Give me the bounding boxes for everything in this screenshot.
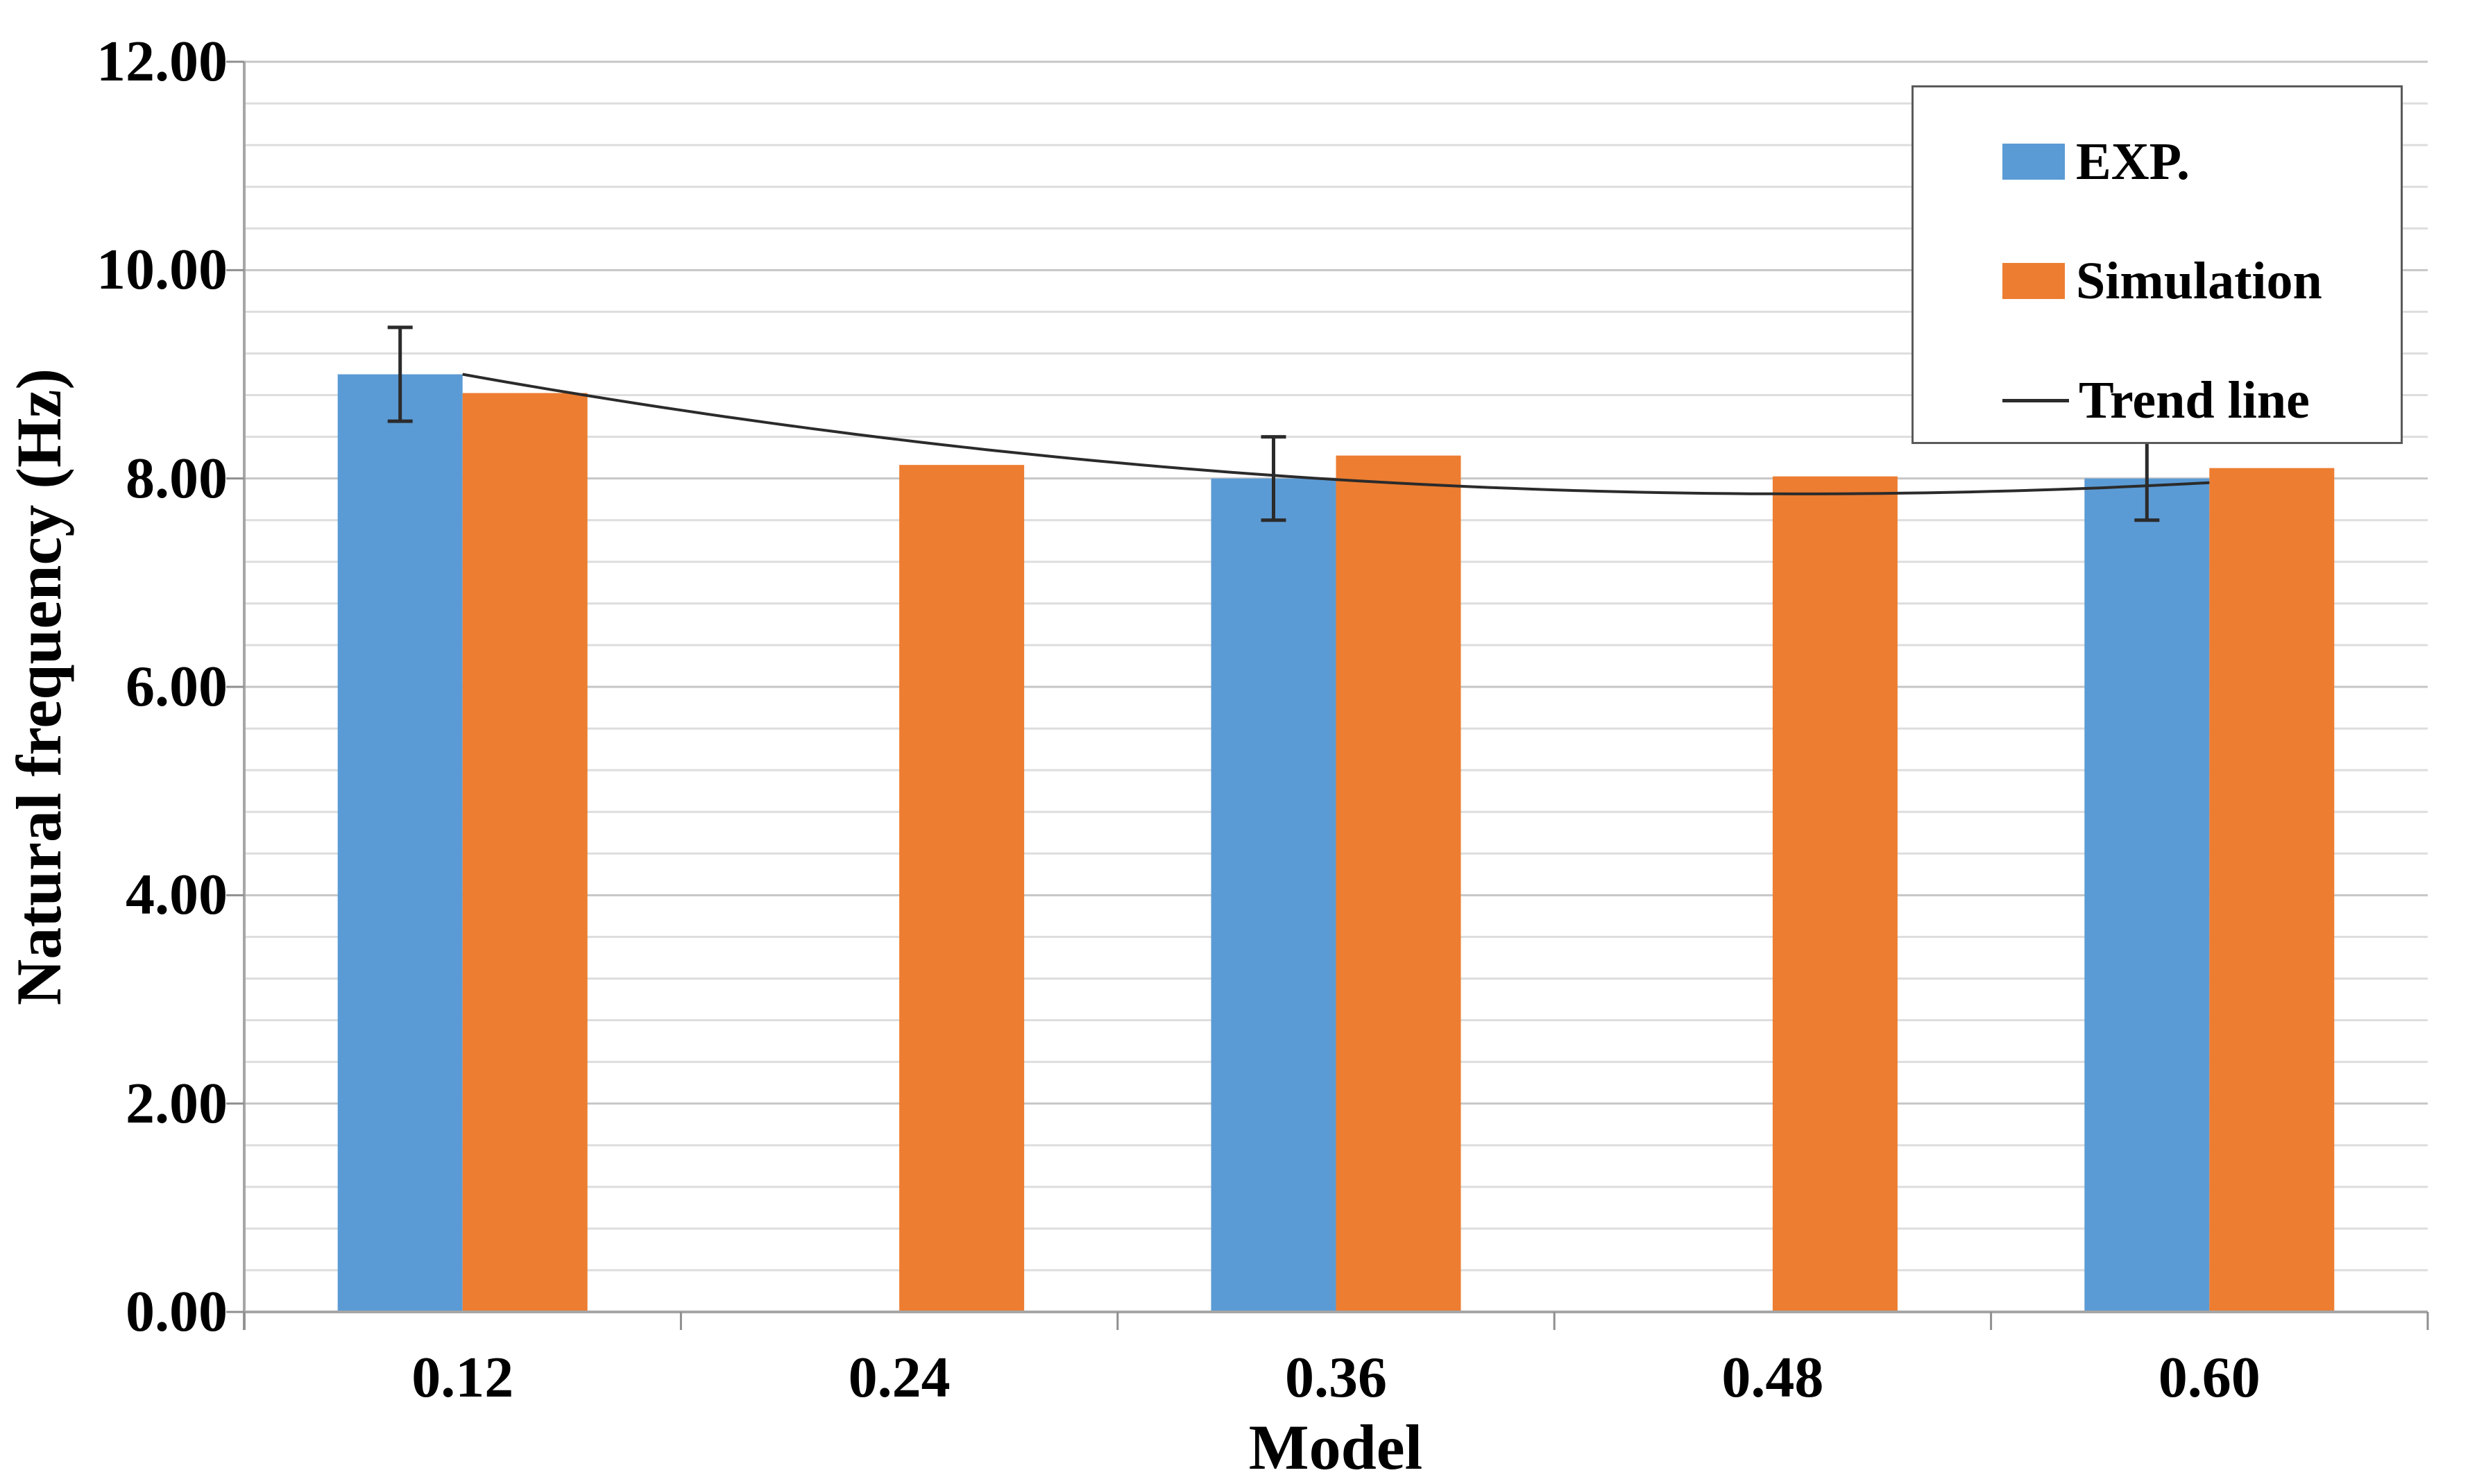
legend-label-exp: EXP. (2076, 133, 2190, 191)
y-tick-label-6.00: 6.00 (126, 654, 228, 719)
legend-entry-simulation: Simulation (1914, 245, 2401, 317)
bar-exp-0.12 (337, 374, 463, 1312)
y-tick-label-12.00: 12.00 (96, 29, 228, 94)
legend-entry-trend-line: Trend line (1914, 364, 2401, 436)
bar-simulation-0.24 (899, 465, 1025, 1312)
x-axis-title: Model (1248, 1412, 1423, 1483)
y-tick-label-0.00: 0.00 (126, 1279, 228, 1344)
legend-box: EXP. Simulation Trend line (1912, 85, 2403, 444)
x-tick-label-0.60: 0.60 (2158, 1345, 2261, 1410)
x-tick-label-0.24: 0.24 (848, 1345, 951, 1410)
bar-exp-0.36 (1211, 478, 1336, 1312)
y-tick-label-8.00: 8.00 (126, 445, 228, 511)
bar-simulation-0.12 (462, 393, 588, 1312)
bar-simulation-0.36 (1336, 455, 1461, 1312)
simulation-series-swatch (2002, 263, 2065, 299)
y-tick-label-10.00: 10.00 (96, 237, 228, 302)
legend-entry-exp: EXP. (1914, 126, 2401, 198)
x-tick-label-0.12: 0.12 (411, 1345, 514, 1410)
bar-simulation-0.60 (2209, 468, 2335, 1312)
legend-label-trend-line: Trend line (2079, 371, 2310, 429)
y-tick-label-4.00: 4.00 (126, 862, 228, 928)
bar-simulation-0.48 (1772, 476, 1898, 1312)
x-tick-label-0.48: 0.48 (1721, 1345, 1824, 1410)
x-tick-label-0.36: 0.36 (1285, 1345, 1387, 1410)
y-tick-label-2.00: 2.00 (126, 1071, 228, 1136)
bar-exp-0.60 (2084, 478, 2210, 1312)
legend-label-simulation: Simulation (2076, 252, 2322, 310)
exp-series-swatch (2002, 144, 2065, 180)
trend-line (462, 373, 2210, 495)
trend-line-swatch (2002, 398, 2069, 402)
